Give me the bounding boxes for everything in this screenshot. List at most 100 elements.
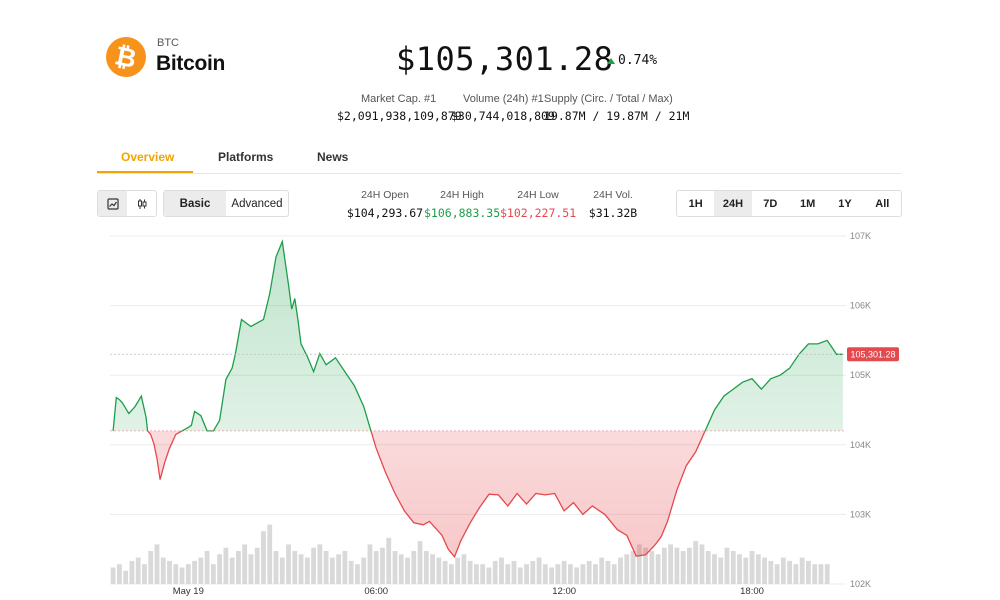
volume-bar — [762, 557, 767, 584]
tab-platforms[interactable]: Platforms — [218, 150, 274, 164]
volume-bar — [474, 564, 479, 584]
high-value: $106,883.35 — [424, 206, 501, 220]
volume-bar — [505, 564, 511, 584]
volume-bar — [355, 564, 360, 584]
volume-bar — [380, 547, 385, 584]
open-value: $104,293.67 — [346, 206, 424, 220]
volume-label: Volume (24h) #1 — [463, 93, 544, 105]
area-fill-down — [113, 430, 843, 557]
volume-bar — [680, 551, 686, 584]
chart-mode-toggle: Basic Advanced — [163, 190, 289, 217]
volume-bar — [549, 567, 554, 584]
volume-bar — [793, 564, 799, 584]
volume-bar — [517, 567, 523, 584]
range-7d-button[interactable]: 7D — [763, 197, 778, 210]
volume-bar — [417, 541, 423, 584]
volume-bar — [398, 554, 404, 584]
volume-bar — [718, 557, 724, 584]
x-tick-label: May 19 — [173, 586, 204, 597]
high-stat: 24H High $106,883.35 — [424, 189, 500, 220]
volume-bar — [618, 557, 623, 584]
tab-overview[interactable]: Overview — [121, 150, 175, 164]
range-1h-button[interactable]: 1H — [688, 197, 703, 210]
volume-bar — [467, 560, 473, 584]
line-chart-button[interactable] — [98, 191, 127, 216]
volume-bar — [530, 560, 536, 584]
volume-bar — [204, 551, 210, 584]
tab-bar: Overview Platforms News — [97, 148, 901, 174]
volume-bar — [636, 544, 642, 584]
volume-bar — [768, 560, 774, 584]
volume-bar — [123, 570, 129, 584]
bitcoin-logo-icon: ₿ — [106, 37, 146, 77]
volume-stat-value: $31.32B — [588, 206, 638, 220]
volume-bar — [135, 557, 141, 584]
volume-bar — [780, 557, 786, 584]
volume-bar — [593, 564, 598, 584]
current-price: $105,301.28 — [396, 40, 614, 78]
y-tick-label: 102K — [850, 579, 871, 589]
volume-bar — [749, 551, 755, 584]
advanced-mode-button[interactable]: Advanced — [231, 197, 283, 210]
volume-bar — [311, 547, 316, 584]
volume-bar — [129, 560, 135, 584]
volume-bar — [705, 551, 711, 584]
volume-bar — [185, 564, 191, 584]
volume-bar — [774, 564, 780, 584]
up-arrow-icon — [607, 57, 615, 64]
volume-bar — [567, 564, 573, 584]
range-24h-button[interactable]: 24H — [714, 191, 752, 216]
chart-type-toggle — [97, 190, 157, 217]
volume-bar — [116, 564, 122, 584]
range-1y-button[interactable]: 1Y — [838, 197, 852, 210]
volume-bar — [436, 557, 442, 584]
low-stat: 24H Low $102,227.51 — [500, 189, 576, 220]
volume-bar — [323, 551, 329, 584]
volume-bar — [229, 557, 235, 584]
tab-news[interactable]: News — [317, 150, 349, 164]
candlestick-button[interactable] — [127, 191, 156, 216]
volume-bar — [693, 541, 699, 584]
range-all-button[interactable]: All — [875, 197, 890, 210]
volume-bar — [561, 560, 567, 584]
volume-bar — [142, 564, 147, 584]
coin-symbol: BTC — [157, 37, 179, 49]
area-fill-up — [113, 241, 843, 431]
volume-bar — [386, 537, 392, 584]
time-range-selector: 1H 24H 7D 1M 1Y All — [676, 190, 902, 217]
volume-bar — [267, 524, 273, 584]
volume-bar — [599, 557, 605, 584]
volume-bar — [242, 544, 248, 584]
volume-bar — [336, 554, 342, 584]
volume-bar — [743, 557, 749, 584]
volume-bar — [198, 557, 204, 584]
volume-bar — [430, 554, 435, 584]
x-tick-label: 06:00 — [364, 586, 388, 597]
volume-bar — [649, 551, 655, 584]
volume-bar — [423, 551, 429, 584]
volume-bar — [555, 564, 561, 584]
volume-bar — [261, 531, 266, 584]
volume-bar — [812, 564, 818, 584]
y-tick-label: 104K — [850, 440, 871, 450]
volume-bar — [304, 557, 310, 584]
y-tick-label: 107K — [850, 231, 871, 241]
volume-bar — [480, 564, 486, 584]
volume-bar — [329, 557, 335, 584]
volume-bar — [687, 547, 692, 584]
volume-bar — [367, 544, 373, 584]
y-tick-label: 106K — [850, 301, 871, 311]
basic-mode-button[interactable]: Basic — [164, 191, 226, 216]
volume-bar — [273, 551, 279, 584]
volume-bar — [668, 544, 674, 584]
volume-bar — [824, 564, 830, 584]
volume-bar — [806, 560, 811, 584]
volume-bar — [411, 551, 417, 584]
volume-bar — [542, 564, 548, 584]
volume-bar — [755, 554, 761, 584]
low-value: $102,227.51 — [500, 206, 577, 220]
volume-bar — [605, 560, 611, 584]
range-1m-button[interactable]: 1M — [800, 197, 816, 210]
volume-bar — [148, 551, 154, 584]
